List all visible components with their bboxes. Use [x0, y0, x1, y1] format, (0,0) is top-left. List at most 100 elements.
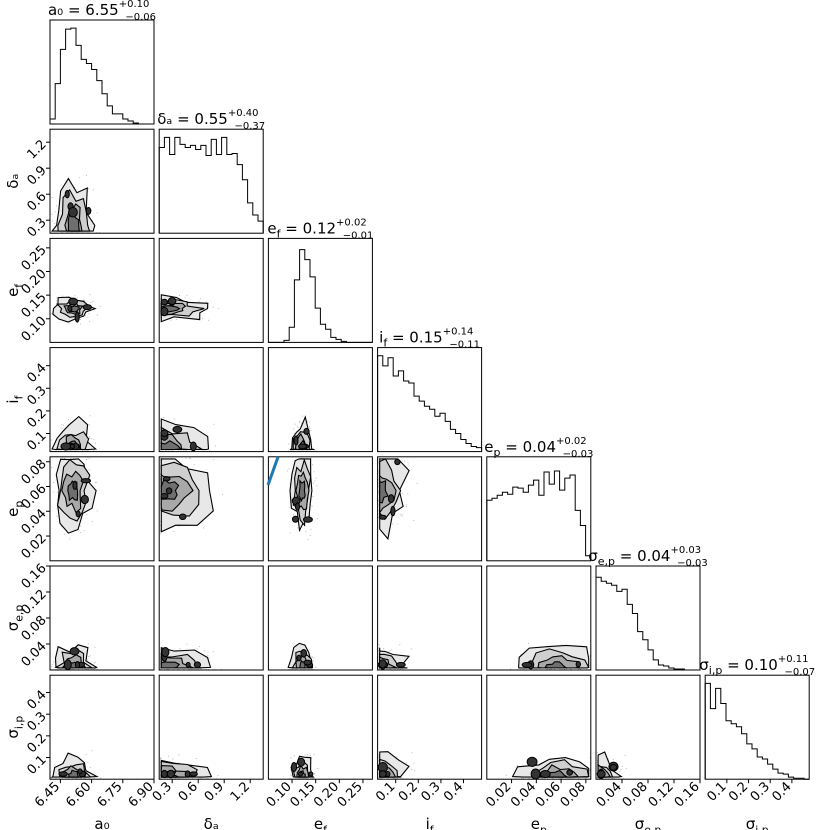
panel-e_p-sigma_ep: [486, 565, 592, 671]
contour-island: [297, 757, 306, 767]
contour-island: [68, 297, 79, 306]
panel-frame: [377, 565, 483, 671]
sample-point: [543, 778, 545, 780]
sample-point: [304, 754, 306, 756]
x-tick-label: 0.3: [150, 779, 175, 804]
sample-point: [289, 532, 291, 534]
panel-frame: [486, 674, 592, 780]
x-tick-label: 0.2: [396, 779, 421, 804]
sample-point: [404, 460, 406, 462]
sample-point: [167, 450, 169, 452]
sample-point: [73, 186, 75, 188]
sample-point: [294, 778, 296, 780]
panel-i_f-e_p: [377, 456, 483, 562]
sample-point: [605, 777, 607, 779]
sample-point: [378, 760, 380, 762]
sample-point: [160, 420, 162, 422]
sample-point: [378, 492, 380, 494]
sample-point: [161, 450, 163, 452]
sample-point: [551, 778, 553, 780]
x-tick-label: 0.08: [558, 779, 589, 810]
sample-point: [378, 644, 380, 646]
sample-point: [86, 514, 88, 516]
sample-point: [198, 778, 200, 780]
sample-point: [61, 777, 63, 779]
sample-point: [522, 668, 524, 670]
sample-point: [199, 298, 201, 300]
sample-point: [68, 778, 70, 780]
x-tick-label: 0.4: [441, 779, 466, 804]
sample-point: [300, 668, 302, 670]
sample-point: [597, 765, 599, 767]
sample-point: [378, 472, 380, 474]
panel-delta_a-sigma_ip: 0.3 0.6 0.9 1.2 δₐ: [150, 674, 264, 830]
sample-point: [297, 450, 299, 452]
title-e_p: ep = 0.04+0.02 −0.03: [484, 436, 593, 460]
sample-point: [73, 457, 75, 459]
sample-point: [71, 778, 73, 780]
panel-e_f-i_f: [267, 347, 373, 453]
sample-point: [378, 490, 380, 492]
sample-point: [288, 468, 290, 470]
panel-e_p-sigma_ip: 0.020.040.060.08 ep: [483, 674, 592, 830]
panel-frame: [158, 674, 264, 780]
y-axis-label-delta_a: δₐ: [4, 174, 22, 189]
sample-point: [80, 531, 82, 533]
sample-point: [313, 778, 315, 780]
sample-point: [160, 529, 162, 531]
sample-point: [307, 778, 309, 780]
sample-point: [88, 668, 90, 670]
sample-point: [186, 294, 188, 296]
sample-point: [160, 304, 162, 306]
sample-point: [578, 778, 580, 780]
sample-point: [299, 668, 301, 670]
sample-point: [207, 655, 209, 657]
sample-point: [299, 450, 301, 452]
sample-point: [301, 415, 303, 417]
sample-point: [290, 757, 292, 759]
sample-point: [202, 527, 204, 529]
contour-island: [64, 189, 70, 199]
x-axis-label-i_f: if: [426, 815, 434, 830]
sample-point: [597, 761, 599, 763]
sample-point: [160, 467, 162, 469]
sample-point: [87, 667, 89, 669]
sample-point: [381, 778, 383, 780]
sample-point: [378, 775, 380, 777]
sample-point: [300, 778, 302, 780]
sample-point: [178, 754, 180, 756]
sample-point: [179, 294, 181, 296]
sample-point: [387, 778, 389, 780]
sample-point: [378, 668, 380, 670]
sample-point: [160, 307, 162, 309]
contour-island: [395, 661, 406, 668]
sample-point: [378, 647, 380, 649]
sample-point: [296, 778, 298, 780]
sample-point: [160, 314, 162, 316]
sample-point: [213, 668, 215, 670]
sample-point: [60, 232, 62, 234]
sample-point: [546, 668, 548, 670]
sample-point: [61, 295, 63, 297]
sample-point: [89, 766, 91, 768]
sample-point: [389, 668, 391, 670]
contour-level-4: [298, 479, 306, 503]
sample-point: [597, 764, 599, 766]
sample-point: [307, 420, 309, 422]
sample-point: [64, 450, 66, 452]
sample-point: [163, 668, 165, 670]
x-tick-label: 6.60: [63, 779, 94, 810]
sample-point: [539, 778, 541, 780]
sample-point: [578, 668, 580, 670]
sample-point: [160, 315, 162, 317]
y-tick-label: 0.3: [24, 215, 49, 240]
panel-a_0-delta_a: 0.30.60.91.2δₐ: [4, 128, 155, 240]
sample-point: [96, 212, 98, 214]
title-i_f: if = 0.15+0.14 −0.11: [379, 327, 480, 351]
sample-point: [67, 778, 69, 780]
sample-point: [205, 778, 207, 780]
sample-point: [56, 450, 58, 452]
sample-point: [83, 299, 85, 301]
sample-point: [160, 298, 162, 300]
sample-point: [406, 778, 408, 780]
